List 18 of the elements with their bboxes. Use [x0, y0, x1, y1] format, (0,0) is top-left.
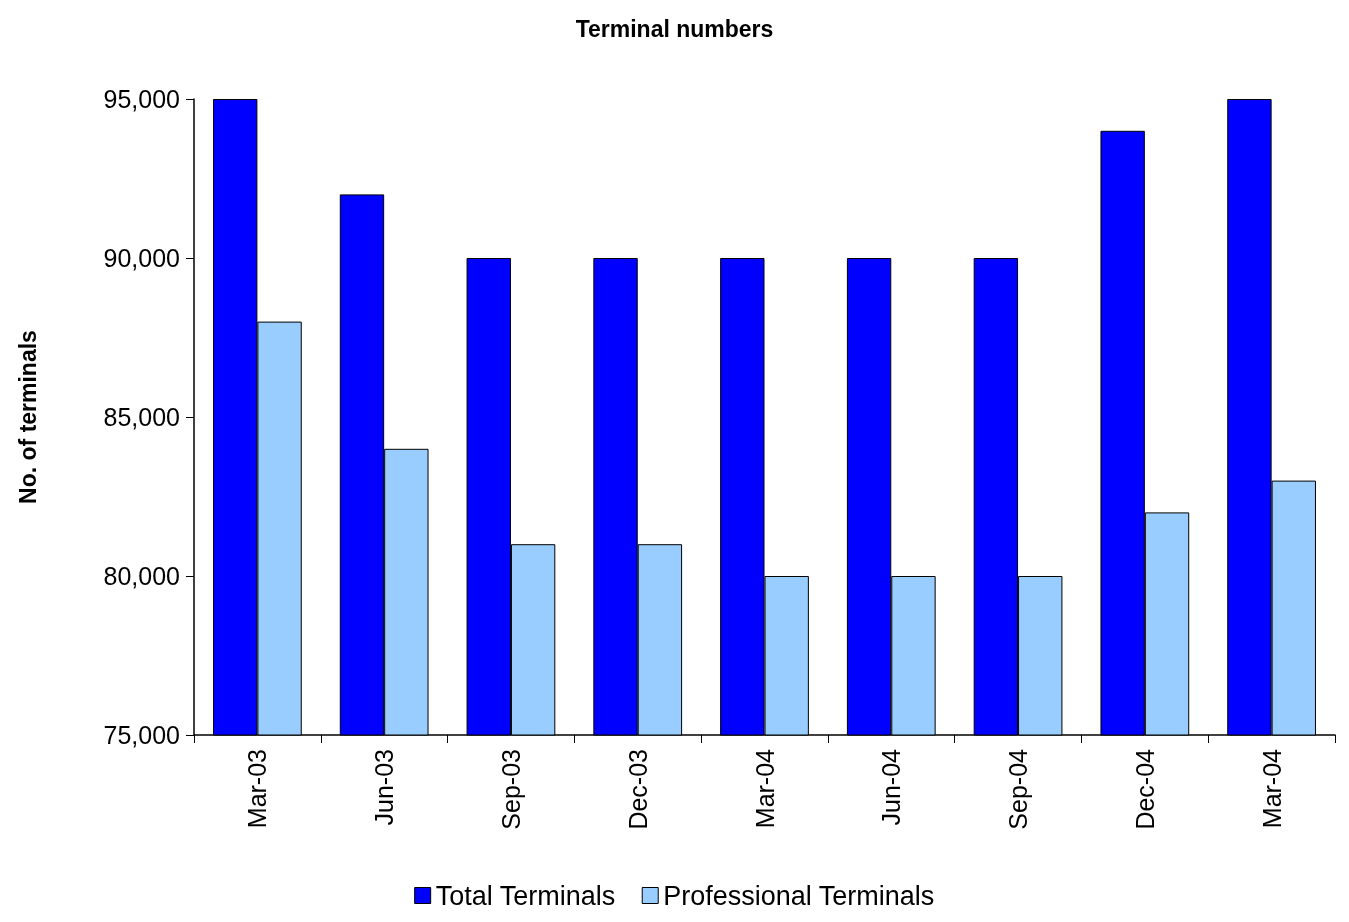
x-tick-label: Jun-03	[370, 749, 399, 826]
y-tick-label: 80,000	[103, 562, 180, 590]
y-tick-label: 85,000	[103, 403, 180, 431]
x-tick-label: Dec-04	[1130, 748, 1159, 830]
y-tick-label: 75,000	[103, 721, 180, 749]
x-tick-label: Sep-04	[1004, 748, 1033, 830]
y-axis-title: No. of terminals	[14, 330, 41, 504]
x-tick-label: Mar-03	[243, 749, 272, 829]
x-tick-label: Mar-04	[750, 748, 779, 829]
x-tick-label: Sep-03	[496, 749, 525, 830]
chart-title: Terminal numbers	[575, 15, 774, 42]
x-tick-label: Mar-04	[1257, 748, 1286, 829]
legend-label: Professional Terminals	[663, 880, 935, 911]
y-tick-label: 95,000	[103, 85, 180, 113]
x-tick-label: Jun-04	[877, 748, 906, 826]
legend-label: Total Terminals	[435, 880, 616, 911]
y-tick-label: 90,000	[103, 244, 180, 272]
x-tick-label: Dec-03	[623, 749, 652, 830]
